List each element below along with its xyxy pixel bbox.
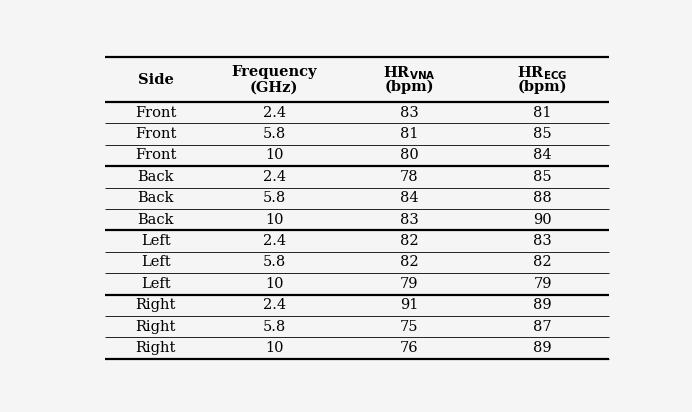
Text: 78: 78 <box>400 170 419 184</box>
Text: 10: 10 <box>265 148 284 162</box>
Text: 89: 89 <box>534 298 552 312</box>
Text: Frequency
(GHz): Frequency (GHz) <box>231 65 317 95</box>
Text: Left: Left <box>141 255 170 269</box>
Text: 83: 83 <box>399 213 419 227</box>
Text: 89: 89 <box>534 341 552 355</box>
Text: 5.8: 5.8 <box>262 320 286 334</box>
Text: 80: 80 <box>399 148 419 162</box>
Text: Back: Back <box>138 191 174 205</box>
Text: 10: 10 <box>265 213 284 227</box>
Text: 2.4: 2.4 <box>262 105 286 119</box>
Text: 90: 90 <box>534 213 552 227</box>
Text: Right: Right <box>136 298 176 312</box>
Text: 85: 85 <box>534 170 552 184</box>
Text: Right: Right <box>136 341 176 355</box>
Text: 81: 81 <box>534 105 552 119</box>
Text: 79: 79 <box>534 277 552 291</box>
Text: 10: 10 <box>265 341 284 355</box>
Text: 2.4: 2.4 <box>262 170 286 184</box>
Text: (bpm): (bpm) <box>384 79 434 94</box>
Text: 5.8: 5.8 <box>262 255 286 269</box>
Text: 88: 88 <box>534 191 552 205</box>
Text: 2.4: 2.4 <box>262 298 286 312</box>
Text: 83: 83 <box>534 234 552 248</box>
Text: 76: 76 <box>400 341 419 355</box>
Text: 83: 83 <box>399 105 419 119</box>
Text: Front: Front <box>135 148 176 162</box>
Text: 5.8: 5.8 <box>262 191 286 205</box>
Text: 82: 82 <box>400 255 419 269</box>
Text: HR$_\mathbf{VNA}$: HR$_\mathbf{VNA}$ <box>383 64 435 82</box>
Text: 84: 84 <box>400 191 419 205</box>
Text: Right: Right <box>136 320 176 334</box>
Text: 79: 79 <box>400 277 418 291</box>
Text: 5.8: 5.8 <box>262 127 286 141</box>
Text: 2.4: 2.4 <box>262 234 286 248</box>
Text: Left: Left <box>141 234 170 248</box>
Text: 87: 87 <box>534 320 552 334</box>
Text: 91: 91 <box>400 298 418 312</box>
Text: (bpm): (bpm) <box>518 79 567 94</box>
Text: 85: 85 <box>534 127 552 141</box>
Text: 10: 10 <box>265 277 284 291</box>
Text: HR$_\mathbf{ECG}$: HR$_\mathbf{ECG}$ <box>518 64 567 82</box>
Text: 82: 82 <box>534 255 552 269</box>
Text: Front: Front <box>135 105 176 119</box>
Text: 81: 81 <box>400 127 418 141</box>
Text: Back: Back <box>138 213 174 227</box>
Text: 82: 82 <box>400 234 419 248</box>
Text: Side: Side <box>138 73 174 87</box>
Text: 75: 75 <box>400 320 418 334</box>
Text: Front: Front <box>135 127 176 141</box>
Text: Back: Back <box>138 170 174 184</box>
Text: 84: 84 <box>534 148 552 162</box>
Text: Left: Left <box>141 277 170 291</box>
